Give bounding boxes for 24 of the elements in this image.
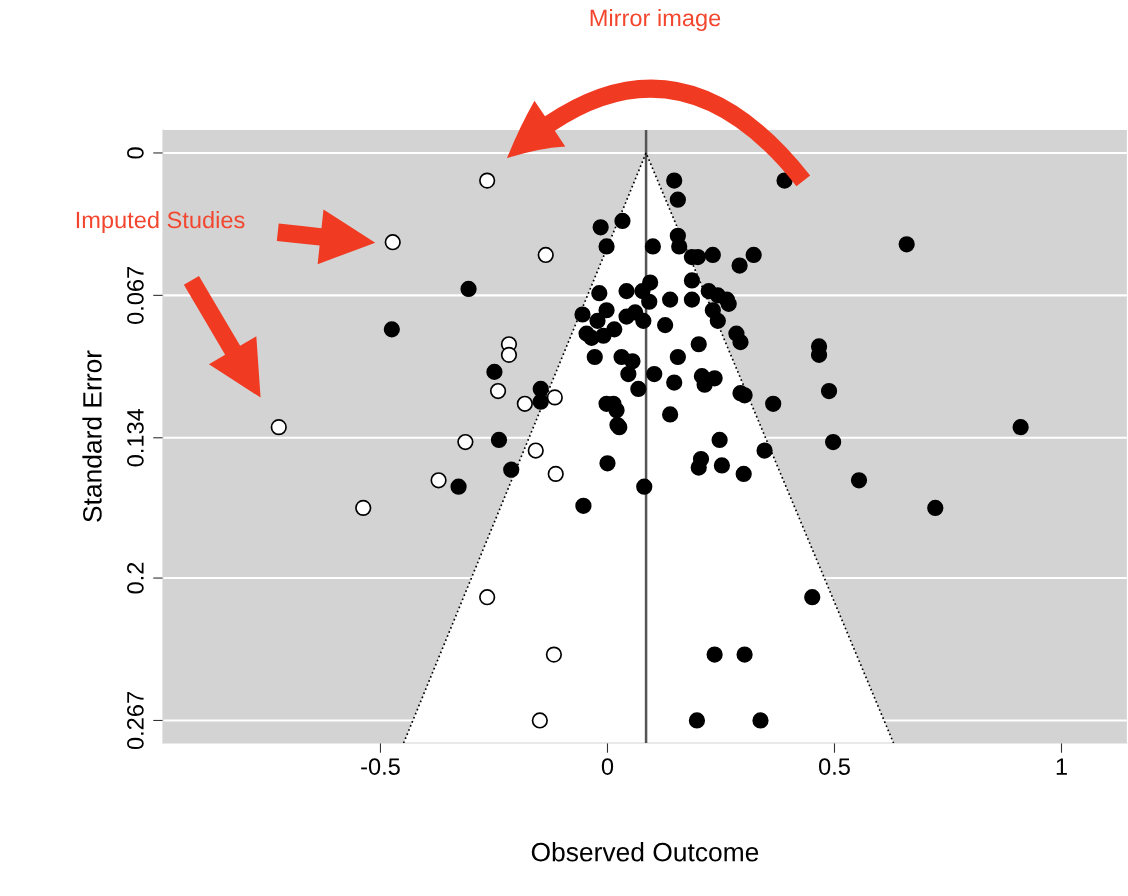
x-axis-title: Observed Outcome — [531, 842, 759, 862]
point — [270, 419, 287, 436]
y-tick-label: 0.267 — [127, 692, 144, 750]
point — [430, 472, 447, 489]
y-tick-label: 0.134 — [127, 408, 144, 467]
x-tick-label: 0 — [601, 758, 614, 775]
point — [489, 382, 507, 400]
point — [516, 395, 533, 412]
point — [384, 234, 401, 251]
point — [531, 712, 548, 729]
x-tick-label: -0.5 — [361, 758, 400, 775]
y-tick-label: 0.2 — [127, 562, 144, 594]
point — [355, 499, 372, 517]
point — [500, 346, 518, 363]
y-axis-title: Standard Error — [82, 350, 102, 522]
y-tick-label: 0 — [127, 147, 144, 159]
point — [479, 172, 496, 189]
y-tick-label: 0.067 — [127, 267, 144, 324]
text: Mirror image — [590, 9, 721, 31]
point — [457, 433, 474, 451]
annotation: Imputed Studies — [76, 211, 245, 233]
x-tick-label: 0.5 — [819, 758, 850, 775]
point — [537, 246, 554, 264]
x-tick-label: 1 — [1056, 758, 1067, 775]
